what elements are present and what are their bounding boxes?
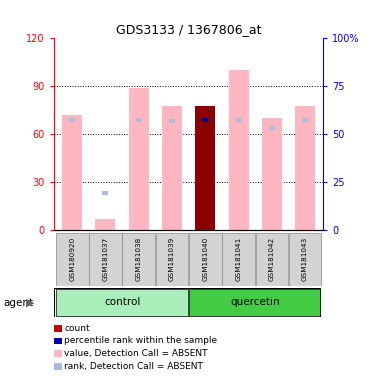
Text: GSM181039: GSM181039 <box>169 237 175 281</box>
Text: count: count <box>64 324 90 333</box>
Bar <box>169 119 175 123</box>
FancyBboxPatch shape <box>256 233 288 286</box>
FancyBboxPatch shape <box>189 289 320 316</box>
Bar <box>129 88 149 230</box>
Bar <box>229 70 249 230</box>
Text: rank, Detection Call = ABSENT: rank, Detection Call = ABSENT <box>64 362 203 371</box>
Text: percentile rank within the sample: percentile rank within the sample <box>64 336 218 346</box>
Title: GDS3133 / 1367806_at: GDS3133 / 1367806_at <box>116 23 261 36</box>
FancyBboxPatch shape <box>89 233 122 286</box>
Bar <box>69 118 75 122</box>
FancyBboxPatch shape <box>222 233 255 286</box>
Bar <box>262 118 282 230</box>
Text: GSM181043: GSM181043 <box>302 237 308 281</box>
FancyBboxPatch shape <box>122 233 155 286</box>
Text: GSM181038: GSM181038 <box>136 237 142 281</box>
Text: quercetin: quercetin <box>230 297 280 308</box>
Bar <box>269 126 275 129</box>
Text: GSM180920: GSM180920 <box>69 237 75 281</box>
Text: ▶: ▶ <box>26 298 35 308</box>
Bar <box>195 106 215 230</box>
Bar <box>302 118 308 122</box>
FancyBboxPatch shape <box>289 233 321 286</box>
Bar <box>202 118 208 122</box>
Bar <box>62 115 82 230</box>
Text: GSM181037: GSM181037 <box>102 237 109 281</box>
Bar <box>95 219 116 230</box>
Text: control: control <box>104 297 140 308</box>
Bar <box>162 106 182 230</box>
Bar <box>136 118 142 122</box>
FancyBboxPatch shape <box>156 233 188 286</box>
FancyBboxPatch shape <box>56 289 188 316</box>
Text: GSM181042: GSM181042 <box>269 237 275 281</box>
Text: GSM181040: GSM181040 <box>202 237 208 281</box>
Text: GSM181041: GSM181041 <box>236 237 241 281</box>
FancyBboxPatch shape <box>56 233 89 286</box>
Text: agent: agent <box>4 298 34 308</box>
FancyBboxPatch shape <box>189 233 222 286</box>
Bar <box>295 106 315 230</box>
Bar <box>236 118 241 122</box>
Text: value, Detection Call = ABSENT: value, Detection Call = ABSENT <box>64 349 208 358</box>
Bar <box>102 191 109 195</box>
